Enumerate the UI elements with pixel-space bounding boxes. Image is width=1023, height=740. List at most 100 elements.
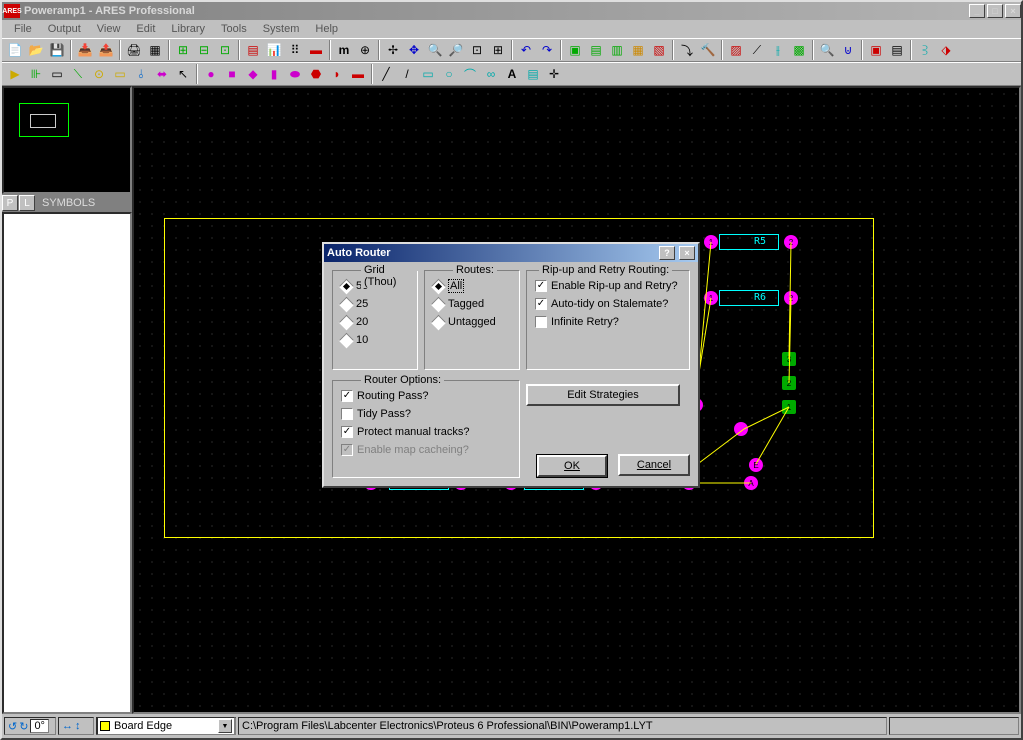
pad-j-3[interactable]: 3	[782, 352, 796, 366]
rotate-degrees[interactable]: 0°	[30, 719, 49, 733]
maximize-button[interactable]: □	[987, 4, 1003, 18]
via-icon[interactable]: ⊙	[89, 64, 109, 84]
pad-tr-a[interactable]	[734, 422, 748, 436]
zoom-out-icon[interactable]: 🔎	[446, 40, 466, 60]
zoom-area-icon[interactable]: ⊞	[488, 40, 508, 60]
menu-system[interactable]: System	[255, 22, 308, 36]
cancel-button[interactable]: Cancel	[618, 454, 690, 476]
origin-icon[interactable]: ⊕	[355, 40, 375, 60]
marker2d-icon[interactable]: ✛	[544, 64, 564, 84]
line2d-icon[interactable]: ╱	[376, 64, 396, 84]
area-icon[interactable]: ▦	[145, 40, 165, 60]
pad-tr-e[interactable]: E	[749, 458, 763, 472]
pad-r5-1[interactable]: 1	[704, 235, 718, 249]
export-icon[interactable]: 📤	[96, 40, 116, 60]
radio-routes-untagged[interactable]: Untagged	[433, 313, 511, 331]
redo-icon[interactable]: ↷	[537, 40, 557, 60]
open-icon[interactable]: 📂	[26, 40, 46, 60]
pick-icon[interactable]: ⤵	[677, 40, 697, 60]
dialog-close-button[interactable]: ×	[679, 246, 695, 260]
pad-edge-icon[interactable]: ◗	[327, 64, 347, 84]
grid-a-icon[interactable]: ⊞	[173, 40, 193, 60]
center-icon[interactable]: ✢	[383, 40, 403, 60]
pad-b6[interactable]: A	[744, 476, 758, 490]
close-button[interactable]: ×	[1005, 4, 1021, 18]
zone-icon[interactable]: ▭	[110, 64, 130, 84]
block-d-icon[interactable]: ▦	[628, 40, 648, 60]
radio-routes-all[interactable]: All	[433, 277, 511, 295]
flip-v-icon[interactable]: ↕	[75, 720, 81, 732]
undo-icon[interactable]: ↶	[516, 40, 536, 60]
trace-r-icon[interactable]: ▨	[726, 40, 746, 60]
dialog-help-button[interactable]: ?	[659, 246, 675, 260]
block-e-icon[interactable]: ▧	[649, 40, 669, 60]
report-icon[interactable]: ▤	[887, 40, 907, 60]
smd-icon[interactable]: ▬	[348, 64, 368, 84]
comp-r5[interactable]	[719, 234, 779, 250]
filter-icon[interactable]: ⫖	[915, 40, 935, 60]
block-a-icon[interactable]: ▣	[565, 40, 585, 60]
component-icon[interactable]: ⊪	[26, 64, 46, 84]
arrow-icon[interactable]: ↖	[173, 64, 193, 84]
radio-grid-25[interactable]: 25	[341, 295, 409, 313]
play-icon[interactable]: ▶	[5, 64, 25, 84]
flip-h-icon[interactable]: ↔	[62, 720, 73, 732]
block-b-icon[interactable]: ▤	[586, 40, 606, 60]
symbol2d-icon[interactable]: ▤	[523, 64, 543, 84]
path2d-icon[interactable]: ∞	[481, 64, 501, 84]
save-icon[interactable]: 💾	[47, 40, 67, 60]
pad-r6-2[interactable]: 2	[784, 291, 798, 305]
pad-oval-icon[interactable]: ⬬	[285, 64, 305, 84]
track-icon[interactable]: ⟍	[68, 64, 88, 84]
pad-j-1[interactable]: 1	[782, 400, 796, 414]
package-icon[interactable]: ▭	[47, 64, 67, 84]
check-infinite-retry[interactable]: Infinite Retry?	[535, 313, 681, 331]
ratsnest-mode-icon[interactable]: ⫰	[131, 64, 151, 84]
arc2d-icon[interactable]: ⌒	[460, 64, 480, 84]
new-icon[interactable]: 📄	[5, 40, 25, 60]
pad-dsq-icon[interactable]: ◆	[243, 64, 263, 84]
check-routing-pass[interactable]: ✓Routing Pass?	[341, 387, 511, 405]
pad-circle-icon[interactable]: ●	[201, 64, 221, 84]
layer-red-icon[interactable]: ▬	[306, 40, 326, 60]
pad-r5-2[interactable]: 2	[784, 235, 798, 249]
dotgrid-icon[interactable]: ⠿	[285, 40, 305, 60]
drc-icon[interactable]: ▣	[866, 40, 886, 60]
zoom-in-icon[interactable]: 🔍	[425, 40, 445, 60]
menu-edit[interactable]: Edit	[128, 22, 163, 36]
circle2d-icon[interactable]: ○	[439, 64, 459, 84]
pad-square-icon[interactable]: ■	[222, 64, 242, 84]
chart-icon[interactable]: 📊	[264, 40, 284, 60]
radio-grid-20[interactable]: 20	[341, 313, 409, 331]
pad-j-2[interactable]: 2	[782, 376, 796, 390]
print-icon[interactable]: 🖨	[124, 40, 144, 60]
comp-r6[interactable]	[719, 290, 779, 306]
menu-library[interactable]: Library	[163, 22, 213, 36]
menu-view[interactable]: View	[89, 22, 129, 36]
3d-icon[interactable]: ⬗	[936, 40, 956, 60]
radio-grid-10[interactable]: 10	[341, 331, 409, 349]
menu-file[interactable]: File	[6, 22, 40, 36]
trace-a-icon[interactable]: ⟋	[747, 40, 767, 60]
route-auto-icon[interactable]: ▩	[789, 40, 809, 60]
grid-b-icon[interactable]: ⊟	[194, 40, 214, 60]
rect2d-icon[interactable]: ▭	[418, 64, 438, 84]
zoom-fit-icon[interactable]: ⊡	[467, 40, 487, 60]
ok-button[interactable]: OK	[536, 454, 608, 478]
minimize-button[interactable]: _	[969, 4, 985, 18]
text2d-icon[interactable]: A	[502, 64, 522, 84]
check-enable-ripup[interactable]: ✓Enable Rip-up and Retry?	[535, 277, 681, 295]
menu-output[interactable]: Output	[40, 22, 89, 36]
overview-window[interactable]	[2, 86, 132, 194]
pad-r6-1[interactable]: 1	[704, 291, 718, 305]
menu-help[interactable]: Help	[307, 22, 346, 36]
check-protect-manual[interactable]: ✓Protect manual tracks?	[341, 423, 511, 441]
tab-l[interactable]: L	[19, 195, 35, 211]
radio-routes-tagged[interactable]: Tagged	[433, 295, 511, 313]
graphic-line-icon[interactable]: /	[397, 64, 417, 84]
rotate-cw-icon[interactable]: ↻	[19, 720, 28, 733]
symbols-list[interactable]	[2, 212, 132, 714]
block-c-icon[interactable]: ▥	[607, 40, 627, 60]
hammer-icon[interactable]: 🔨	[698, 40, 718, 60]
layer-selector[interactable]: Board Edge ▼	[97, 717, 235, 735]
